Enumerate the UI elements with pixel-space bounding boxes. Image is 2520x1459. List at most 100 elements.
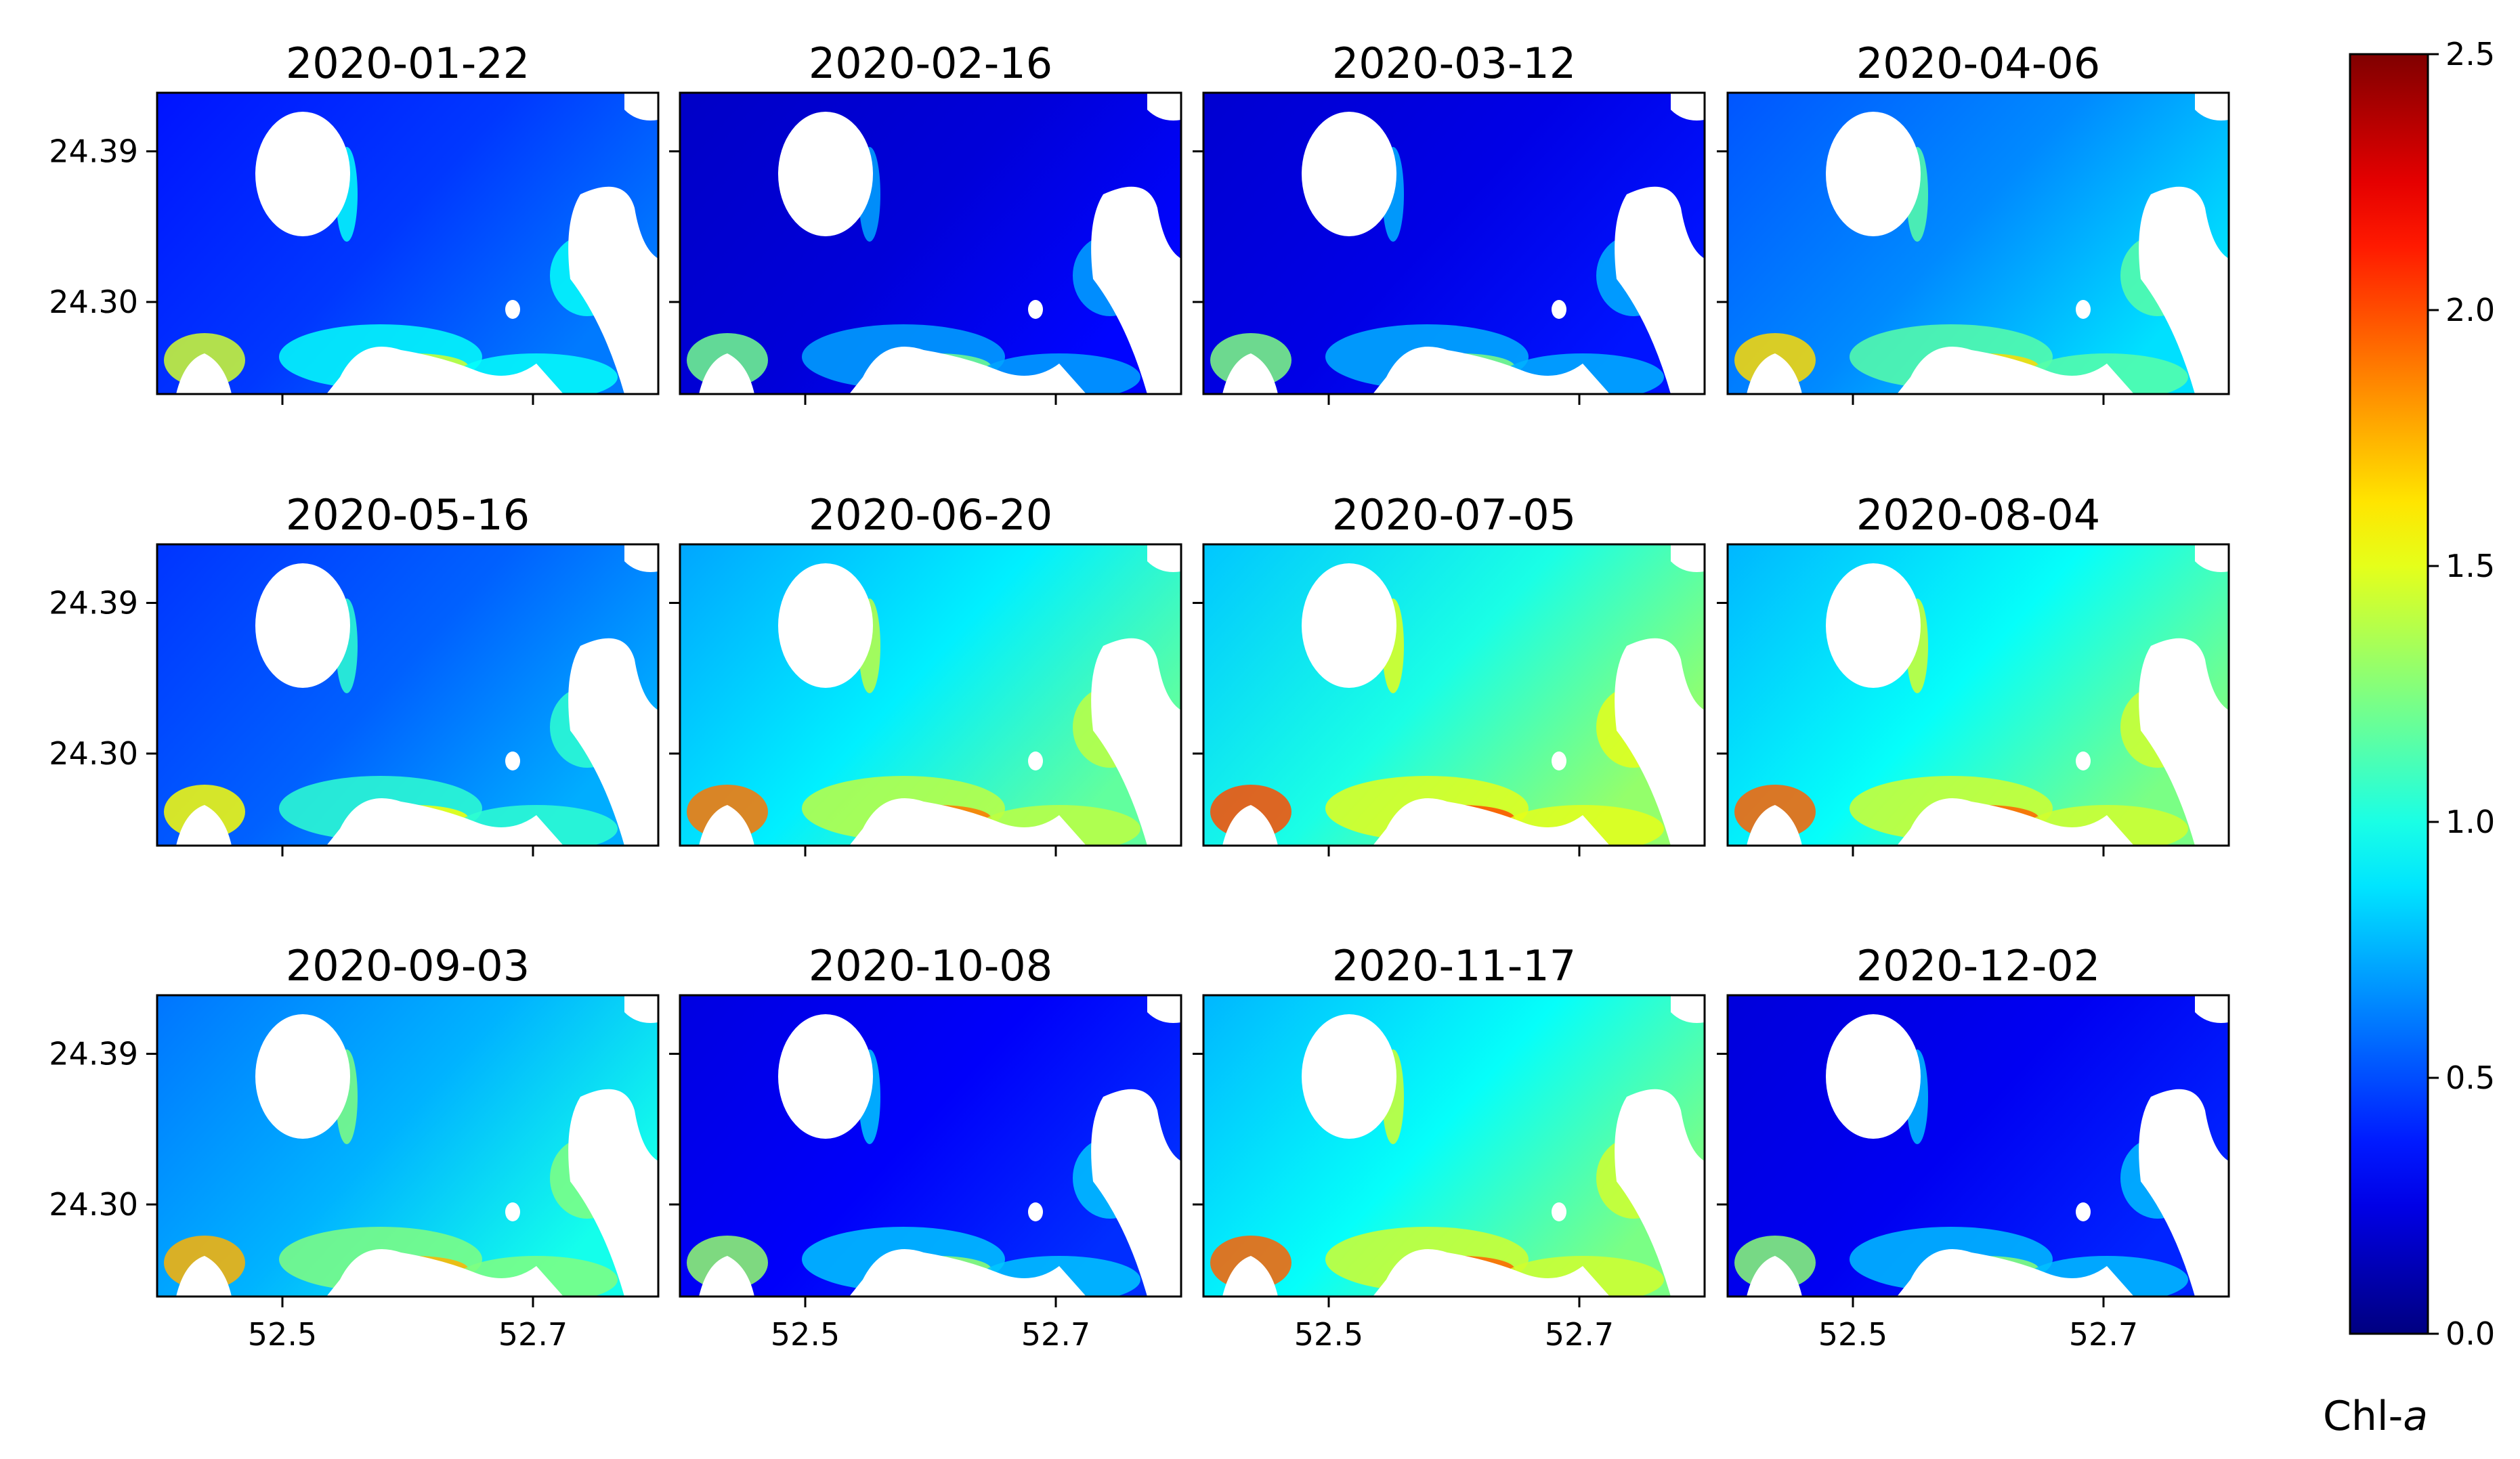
masked-area — [1302, 563, 1396, 688]
colorbar-label: Chl-a — [2323, 1393, 2428, 1440]
panel-title: 2020-01-22 — [286, 39, 530, 88]
map-panel-grid: 2020-01-22 24.39 24.30 2020-02-16 2020-03-12… — [49, 39, 2230, 1353]
masked-area — [505, 1202, 520, 1221]
panel-title: 2020-07-05 — [1332, 490, 1576, 540]
masked-area — [1897, 1249, 2134, 1297]
masked-area — [699, 353, 754, 394]
masked-area — [326, 1249, 563, 1297]
masked-area — [1028, 752, 1043, 770]
colorbar-tick-label: 2.0 — [2446, 292, 2495, 328]
masked-area — [1552, 752, 1566, 770]
masked-area — [505, 300, 520, 319]
panel-frame — [679, 91, 1182, 395]
map-panel: 2020-11-17 52.5 52.7 — [1193, 941, 1706, 1353]
masked-area — [1552, 300, 1566, 319]
map-panel: 2020-12-02 52.5 52.7 — [1717, 941, 2230, 1353]
map-panel: 2020-06-20 — [669, 490, 1182, 856]
masked-area — [1147, 93, 1181, 121]
map-panel: 2020-10-08 52.5 52.7 — [669, 941, 1182, 1353]
masked-area — [778, 112, 873, 236]
x-tick-label: 52.5 — [248, 1316, 317, 1353]
y-tick-label: 24.30 — [49, 1186, 138, 1223]
masked-area — [1222, 353, 1278, 394]
colorbar-tick-label: 0.5 — [2446, 1060, 2495, 1096]
x-tick-label: 52.7 — [2069, 1316, 2138, 1353]
masked-area — [176, 1256, 232, 1297]
y-tick-label: 24.30 — [49, 284, 138, 320]
masked-area — [2139, 1089, 2229, 1297]
masked-area — [849, 347, 1086, 394]
masked-area — [1826, 1014, 1921, 1139]
masked-area — [176, 805, 232, 846]
colorbar-label-prefix: Chl- — [2323, 1393, 2403, 1440]
panel-frame — [156, 994, 660, 1298]
panel-title: 2020-10-08 — [809, 941, 1052, 990]
x-tick-label: 52.7 — [498, 1316, 568, 1353]
masked-area — [255, 1014, 350, 1139]
masked-area — [255, 112, 350, 236]
x-tick-label: 52.5 — [771, 1316, 840, 1353]
masked-area — [699, 1256, 754, 1297]
colorbar: 0.0 0.5 1.0 1.5 2.0 2.5 Chl-a — [2323, 36, 2495, 1440]
panel-frame — [1726, 994, 2230, 1298]
masked-area — [624, 93, 658, 121]
masked-area — [1147, 544, 1181, 572]
colorbar-gradient — [2349, 53, 2429, 1335]
x-tick-label: 52.7 — [1021, 1316, 1090, 1353]
masked-area — [1028, 1202, 1043, 1221]
panel-title: 2020-12-02 — [1856, 941, 2100, 990]
y-tick-label: 24.39 — [49, 133, 138, 170]
panel-frame — [1202, 994, 1706, 1298]
panel-frame — [1202, 543, 1706, 847]
masked-area — [849, 798, 1086, 846]
masked-area — [1826, 563, 1921, 688]
colorbar-label-italic: a — [2403, 1393, 2428, 1440]
y-tick-label: 24.30 — [49, 735, 138, 772]
masked-area — [2195, 995, 2229, 1023]
masked-area — [2076, 300, 2091, 319]
panel-title: 2020-06-20 — [809, 490, 1052, 540]
panel-frame — [156, 543, 660, 847]
masked-area — [568, 1089, 658, 1297]
x-tick-label: 52.7 — [1545, 1316, 1614, 1353]
map-panel: 2020-03-12 — [1193, 39, 1706, 405]
colorbar-tick-label: 2.5 — [2446, 36, 2495, 72]
masked-area — [1028, 300, 1043, 319]
masked-area — [326, 347, 563, 394]
masked-area — [1091, 186, 1181, 394]
masked-area — [1373, 798, 1610, 846]
masked-area — [1552, 1202, 1566, 1221]
panel-title: 2020-09-03 — [286, 941, 530, 990]
x-tick-label: 52.5 — [1818, 1316, 1887, 1353]
panel-title: 2020-11-17 — [1332, 941, 1576, 990]
panel-title: 2020-05-16 — [286, 490, 530, 540]
panel-frame — [1202, 91, 1706, 395]
map-panel: 2020-07-05 — [1193, 490, 1706, 856]
masked-area — [255, 563, 350, 688]
masked-area — [1615, 1089, 1705, 1297]
map-panel: 2020-04-06 — [1717, 39, 2230, 405]
panel-title: 2020-03-12 — [1332, 39, 1576, 88]
colorbar-tick-label: 1.0 — [2446, 804, 2495, 840]
map-panel: 2020-05-16 24.39 24.30 — [49, 490, 660, 856]
masked-area — [699, 805, 754, 846]
map-panel: 2020-08-04 — [1717, 490, 2230, 856]
panel-frame — [679, 543, 1182, 847]
masked-area — [1302, 112, 1396, 236]
panel-frame — [1726, 543, 2230, 847]
masked-area — [176, 353, 232, 394]
masked-area — [2195, 544, 2229, 572]
masked-area — [1615, 638, 1705, 846]
panel-title: 2020-08-04 — [1856, 490, 2100, 540]
y-tick-label: 24.39 — [49, 1036, 138, 1072]
masked-area — [1147, 995, 1181, 1023]
masked-area — [568, 186, 658, 394]
masked-area — [1302, 1014, 1396, 1139]
masked-area — [2076, 752, 2091, 770]
masked-area — [1747, 1256, 1802, 1297]
masked-area — [1897, 347, 2134, 394]
masked-area — [1373, 347, 1610, 394]
masked-area — [2195, 93, 2229, 121]
masked-area — [326, 798, 563, 846]
masked-area — [1671, 544, 1705, 572]
